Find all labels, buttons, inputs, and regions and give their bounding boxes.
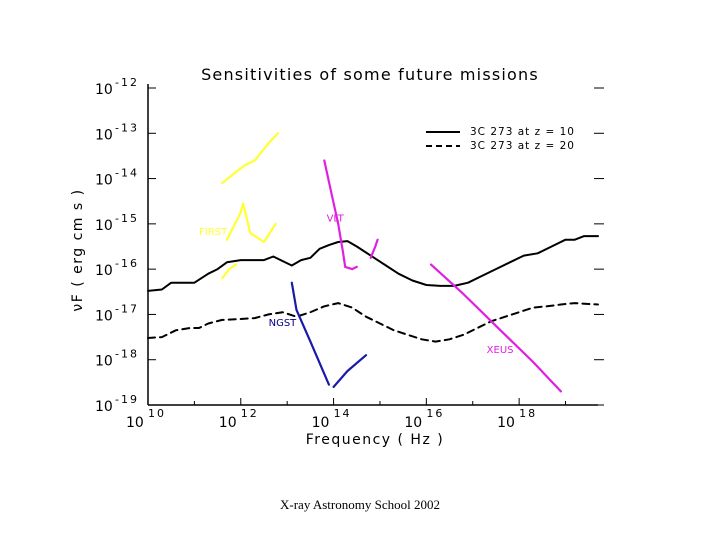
- x-tick-exponent: 10: [148, 407, 166, 420]
- x-tick-label: 10: [497, 415, 515, 431]
- series-line-3c-273-at-z-20: [147, 302, 599, 343]
- series-line-vlt-2: [369, 238, 379, 259]
- annotation-ngst: NGST: [269, 318, 298, 329]
- y-tick-exponent: -16: [115, 257, 139, 270]
- x-tick-exponent: 12: [241, 407, 259, 420]
- tick-labels: 10-1210-1310-1410-1510-1610-1710-1810-19…: [95, 76, 537, 431]
- y-tick-exponent: -12: [115, 76, 139, 89]
- plot-axes: [147, 84, 598, 406]
- series-line-ngst-1: [290, 281, 330, 386]
- x-tick-label: 10: [312, 415, 330, 431]
- x-tick-exponent: 18: [519, 407, 537, 420]
- chart-title: Sensitivities of some future missions: [201, 65, 539, 84]
- y-tick-label: 10: [95, 218, 113, 234]
- footer-caption: X-ray Astronomy School 2002: [280, 497, 440, 512]
- y-tick-exponent: -19: [115, 393, 139, 406]
- y-tick-label: 10: [95, 308, 113, 324]
- y-tick-exponent: -17: [115, 302, 139, 315]
- legend-label-solid: 3C 273 at z = 10: [470, 126, 575, 138]
- x-axis-title: Frequency ( Hz ): [306, 432, 444, 448]
- y-axis-title: νF ( erg cm s ): [70, 188, 86, 311]
- y-tick-label: 10: [95, 173, 113, 189]
- x-tick-label: 10: [126, 415, 144, 431]
- y-tick-label: 10: [95, 354, 113, 370]
- y-tick-exponent: -15: [115, 212, 139, 225]
- axis-ticks: [147, 87, 604, 406]
- series-line-first-3: [221, 263, 238, 280]
- series-line-ngst-2: [332, 354, 368, 388]
- series-layer: [147, 132, 599, 393]
- legend-label-dashed: 3C 273 at z = 20: [470, 140, 575, 152]
- series-line-first-1: [221, 132, 279, 185]
- y-tick-label: 10: [95, 263, 113, 279]
- series-line-3c-273-at-z-10: [147, 235, 599, 292]
- x-tick-label: 10: [219, 415, 237, 431]
- x-tick-exponent: 14: [334, 407, 352, 420]
- x-tick-exponent: 16: [426, 407, 444, 420]
- series-line-first-2: [225, 202, 277, 244]
- y-tick-exponent: -13: [115, 121, 139, 134]
- y-tick-exponent: -14: [115, 167, 139, 180]
- y-tick-label: 10: [95, 82, 113, 98]
- annotation-first: FIRST: [199, 227, 228, 238]
- y-tick-label: 10: [95, 127, 113, 143]
- x-tick-label: 10: [404, 415, 422, 431]
- series-line-xeus: [429, 263, 563, 393]
- annotations: FIRST VLT NGST XEUS: [199, 214, 513, 356]
- annotation-xeus: XEUS: [487, 345, 514, 356]
- legend: 3C 273 at z = 10 3C 273 at z = 20: [426, 126, 575, 152]
- series-line-vlt-1: [323, 159, 358, 271]
- annotation-vlt: VLT: [327, 214, 345, 225]
- y-tick-label: 10: [95, 399, 113, 415]
- y-tick-exponent: -18: [115, 348, 139, 361]
